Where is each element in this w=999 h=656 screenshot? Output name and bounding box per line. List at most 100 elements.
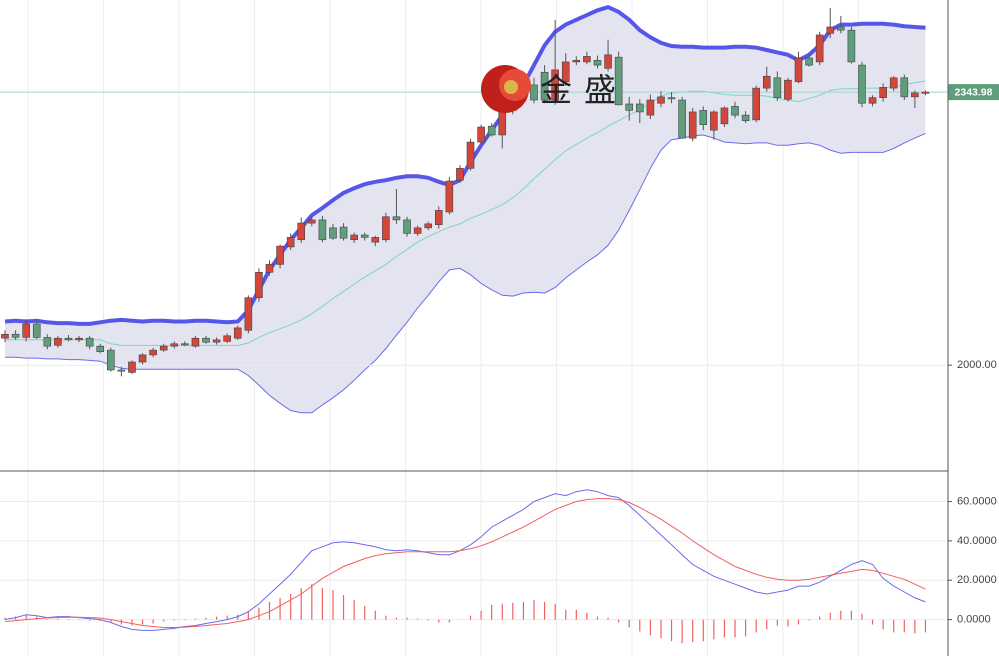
band-area [5,7,926,413]
candle-body [350,234,358,241]
candle-body [466,141,475,169]
candle-body [805,57,813,66]
candle-body [149,349,157,356]
candle-body [403,219,411,234]
candle-body [794,57,803,83]
last-price-box [948,84,999,101]
candle-body [276,245,284,265]
candle-body [773,77,782,98]
candle-body [784,79,792,100]
candle-body [477,126,485,143]
candle-body [762,75,771,89]
band-line [5,80,926,346]
logo-dot [504,80,518,94]
candle-body [826,26,835,34]
last-price-label: 2343.98 [955,86,993,98]
candle-body [255,272,263,299]
candle-body [710,111,718,131]
candle-body [54,337,62,346]
candle-body [741,114,750,121]
candle-body [392,216,401,221]
candle-body [138,354,147,363]
y-tick-label: 2000.00 [957,359,997,371]
macd-line [4,498,926,628]
watermark: 金盛 [540,71,628,109]
candle-body [212,339,221,343]
candle-body [32,323,41,338]
band-line [4,4,926,326]
candle-body [360,234,369,238]
candle-body [202,337,210,343]
y-tick-label: 40.0000 [957,535,997,547]
candle-body [107,349,115,371]
candle-body [583,56,591,63]
candle-body [339,226,348,239]
candle-body [614,56,623,106]
macd-panel: 0.0000 20.0000 40.0000 60.0000 [0,489,997,644]
candle-body [308,219,316,224]
candle-body [572,60,581,63]
candle-body [900,77,909,98]
candle-body [625,103,634,111]
candle-body [561,61,570,83]
candle-body [318,219,327,241]
candle-body [604,54,612,69]
candle-body [223,335,231,342]
candle-body [498,110,507,136]
candle-body [233,327,242,339]
y-tick-label: 0.0000 [957,613,991,625]
candle-body [382,216,390,241]
candle-body [889,77,898,89]
candle-body [128,361,136,373]
price-panel: 2000.00 2343.98 [0,4,999,414]
candle-body [540,71,549,101]
candle-body [22,323,30,338]
candle-body [815,34,824,63]
candle-body [667,97,676,100]
candle-body [752,87,760,121]
candle-body [720,107,729,125]
candle-body [297,222,306,241]
candle-body [413,227,422,234]
candle-body [181,343,189,346]
candle-body [699,110,708,125]
candle-body [424,223,433,229]
candle-body [265,264,274,273]
candle-body [244,297,253,331]
candle-body [1,333,9,339]
candle-body [635,103,644,113]
candle-body [593,60,602,66]
y-tick-label: 20.0000 [957,574,997,586]
candle-body [688,111,697,139]
candle-body [678,99,686,139]
candle-body [64,337,73,341]
candle-body [551,69,559,101]
candle-body [434,210,443,225]
candle-body [371,237,380,243]
candle-body [879,87,887,98]
candle-body [85,337,94,347]
candle-body [329,227,337,239]
candle-body [11,333,20,338]
candle-body [43,337,52,347]
candle-body [191,337,200,347]
logo: 金盛 [481,65,628,113]
candle-body [456,168,464,181]
candle-body [646,99,655,116]
candle-body [487,125,496,136]
candle-body [921,91,930,94]
candle-body [530,84,538,101]
candle-body [445,180,454,213]
candle-body [911,92,919,98]
candle-body [837,26,845,31]
candle-body [657,96,665,104]
candle-body [117,369,126,372]
candle-body [159,345,168,351]
candle-body [868,97,877,104]
candle-body [96,345,105,353]
y-tick-label: 60.0000 [957,495,997,507]
candle-body [731,106,739,116]
macd-line [4,489,926,631]
